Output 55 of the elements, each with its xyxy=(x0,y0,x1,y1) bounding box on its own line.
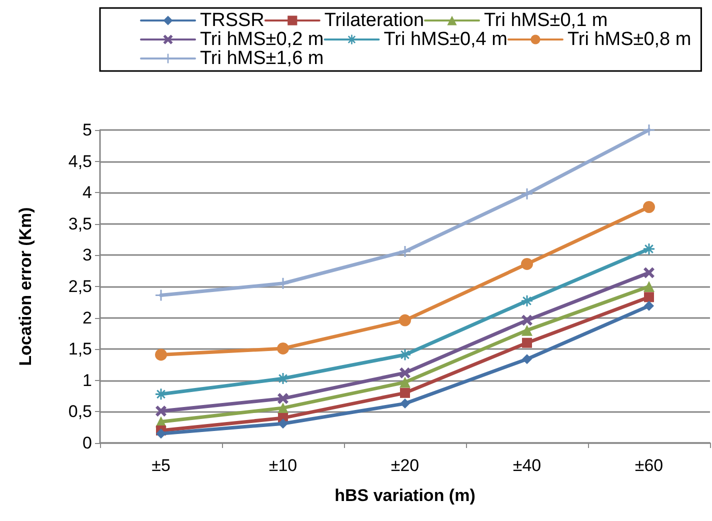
point xyxy=(400,349,410,360)
y-tick-label: 2,5 xyxy=(68,277,92,296)
point xyxy=(522,354,532,364)
y-tick-label: 0 xyxy=(82,434,92,452)
point xyxy=(278,402,288,414)
point xyxy=(278,393,288,404)
x-tick-label: ±20 xyxy=(390,456,420,475)
x-tick-label: ±5 xyxy=(152,456,170,475)
legend-label: Tri hMS±0,2 m xyxy=(200,29,324,50)
point xyxy=(522,324,532,336)
legend-label: Tri hMS±0,1 m xyxy=(484,10,608,31)
point xyxy=(522,295,532,306)
y-tick-label: 5 xyxy=(82,120,92,140)
point xyxy=(643,201,655,213)
point xyxy=(644,124,654,136)
x-tick-label: ±60 xyxy=(634,456,664,475)
point xyxy=(522,188,532,200)
point xyxy=(400,367,410,378)
point xyxy=(644,243,654,254)
legend-label: Tri hMS±1,6 m xyxy=(200,48,324,69)
point xyxy=(156,388,166,400)
point xyxy=(156,428,166,439)
point xyxy=(278,418,288,429)
point xyxy=(400,388,410,398)
point xyxy=(399,314,411,326)
y-tick-label: 3 xyxy=(82,246,92,265)
point xyxy=(644,292,654,302)
x-tick-label: ±10 xyxy=(268,456,298,475)
legend-label: Tri hMS±0,8 m xyxy=(567,29,692,50)
x-tick-label: ±40 xyxy=(512,456,542,475)
y-tick-label: 2 xyxy=(82,308,92,328)
y-tick-label: 4 xyxy=(82,183,92,202)
point xyxy=(400,398,410,409)
legend-label: TRSSR xyxy=(200,10,264,31)
x-axis-title: hBS variation (m) xyxy=(334,486,476,505)
point xyxy=(522,338,532,348)
point xyxy=(278,373,288,384)
point xyxy=(644,281,654,292)
y-tick-label: 1,5 xyxy=(68,340,92,359)
point xyxy=(644,267,654,278)
y-tick-label: 1 xyxy=(82,370,92,390)
legend-label: Tri hMS±0,4 m xyxy=(384,29,508,50)
point xyxy=(155,348,167,361)
y-tick-label: 0,5 xyxy=(68,402,92,422)
y-axis-title: Location error (Km) xyxy=(16,207,35,366)
point xyxy=(521,258,533,270)
point xyxy=(277,342,289,354)
point xyxy=(400,246,410,257)
y-tick-label: 3,5 xyxy=(68,214,92,234)
point xyxy=(522,314,532,326)
point xyxy=(156,406,166,417)
point xyxy=(400,376,410,388)
legend-label: Trilateration xyxy=(324,10,424,31)
point xyxy=(644,300,654,311)
y-tick-label: 4,5 xyxy=(68,152,92,171)
